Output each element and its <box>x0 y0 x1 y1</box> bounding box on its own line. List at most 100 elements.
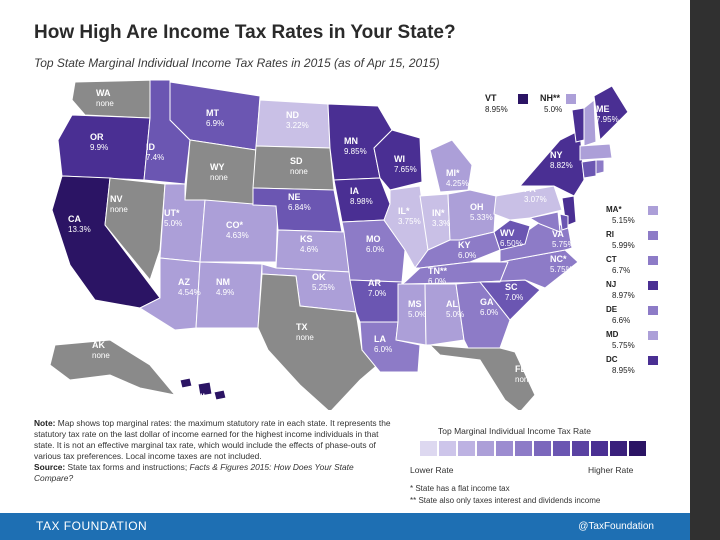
scale-swatch <box>458 441 475 456</box>
side-state-row: RI 5.99% <box>604 230 664 255</box>
side-state-value: 5.99% <box>612 241 635 250</box>
state-label-value: 5.0% <box>164 219 182 228</box>
state-HI <box>179 377 193 389</box>
side-state-abbr: NJ <box>606 280 617 289</box>
state-label-value: 6.9% <box>206 119 224 128</box>
page-title: How High Are Income Tax Rates in Your St… <box>34 22 456 43</box>
state-label-abbr: KY <box>458 240 471 250</box>
scale-swatch <box>610 441 627 456</box>
state-MS <box>395 283 427 346</box>
key-vt-value: 8.95% <box>485 105 508 114</box>
state-label-value: none <box>110 205 128 214</box>
small-states-list: MA* 5.15% RI 5.99% CT 6.7% NJ 8.97% DE 6… <box>604 205 664 380</box>
side-state-abbr: MA* <box>606 205 622 214</box>
state-MI <box>429 139 473 193</box>
state-label-abbr: TX <box>296 322 308 332</box>
scale-swatch <box>629 441 646 456</box>
state-label-abbr: WY <box>210 162 225 172</box>
state-HI-2 <box>197 381 213 397</box>
state-label-abbr: FL <box>515 364 526 374</box>
side-state-abbr: CT <box>606 255 617 264</box>
legend-higher-label: Higher Rate <box>588 465 634 475</box>
state-label-abbr: MT <box>206 108 219 118</box>
state-NV <box>104 177 166 282</box>
state-WA <box>71 79 159 119</box>
state-label-value: 6.0% <box>374 345 392 354</box>
state-label-abbr: LA <box>374 334 386 344</box>
key-nh-value: 5.0% <box>544 105 562 114</box>
state-label-value: 3.3% <box>432 219 450 228</box>
state-label-abbr: WV <box>500 228 515 238</box>
side-state-abbr: MD <box>606 330 619 339</box>
state-label-abbr: IN* <box>432 208 445 218</box>
key-nh-swatch <box>566 94 576 104</box>
state-label-value: 4.9% <box>216 288 234 297</box>
state-WI <box>373 129 423 191</box>
state-FL <box>428 344 536 410</box>
state-label-value: 4.54% <box>178 288 201 297</box>
state-label-abbr: IA <box>350 186 360 196</box>
state-HI-3 <box>213 389 227 401</box>
state-AK <box>49 339 177 396</box>
state-label-value: 7.95% <box>596 115 619 124</box>
state-label-abbr: OK <box>312 272 326 282</box>
note-label: Note: <box>34 418 56 428</box>
scale-swatch <box>496 441 513 456</box>
state-label-abbr: ND <box>286 110 299 120</box>
footer-brand: TAX FOUNDATION <box>36 519 148 533</box>
state-label-abbr: MN <box>344 136 358 146</box>
side-state-swatch <box>648 206 658 215</box>
key-vt-swatch <box>518 94 528 104</box>
footer-bar: TAX FOUNDATION @TaxFoundation <box>0 513 690 540</box>
state-label-value: 8.82% <box>550 161 573 170</box>
state-label-value: 9.9% <box>90 143 108 152</box>
state-MD <box>528 211 561 233</box>
side-state-abbr: RI <box>606 230 614 239</box>
state-label-value: 7.0% <box>505 293 523 302</box>
state-MA <box>579 143 613 161</box>
state-label-value: 3.75% <box>398 217 421 226</box>
state-NH <box>583 98 597 147</box>
state-label-value: 13.3% <box>68 225 91 234</box>
state-label-abbr: PA* <box>524 184 540 194</box>
source-italic: Facts & Figures 2015: How Does Your Stat… <box>34 462 354 483</box>
state-label-abbr: NE <box>288 192 301 202</box>
scale-swatch <box>553 441 570 456</box>
state-label-abbr: MO <box>366 234 381 244</box>
side-state-value: 8.95% <box>612 366 635 375</box>
state-label-value: 5.25% <box>312 283 335 292</box>
footer-handle[interactable]: @TaxFoundation <box>578 521 654 532</box>
source-text: State tax forms and instructions; <box>67 462 188 472</box>
scale-swatch <box>572 441 589 456</box>
side-state-row: DE 6.6% <box>604 305 664 330</box>
state-label-abbr: NY <box>550 150 563 160</box>
state-label-abbr: TN** <box>428 266 447 276</box>
state-label-value: none <box>515 375 533 384</box>
state-label-abbr: HI <box>196 392 205 402</box>
state-label-abbr: CA <box>68 214 81 224</box>
state-label-value: 6.0% <box>480 308 498 317</box>
state-CT <box>581 159 597 179</box>
scale-swatch <box>534 441 551 456</box>
side-state-abbr: DC <box>606 355 618 364</box>
state-label-abbr: NM <box>216 277 230 287</box>
state-label-abbr: WI <box>394 154 405 164</box>
state-label-abbr: VA <box>552 229 564 239</box>
state-label-abbr: ME <box>596 104 610 114</box>
side-state-abbr: DE <box>606 305 618 314</box>
state-label-value: 6.50% <box>500 239 523 248</box>
side-state-row: CT 6.7% <box>604 255 664 280</box>
state-label-abbr: ID <box>146 142 156 152</box>
state-label-value: 7.0% <box>368 289 386 298</box>
side-state-swatch <box>648 281 658 290</box>
state-label-abbr: KS <box>300 234 313 244</box>
side-state-value: 6.7% <box>612 266 631 275</box>
legend-lower-label: Lower Rate <box>410 465 454 475</box>
side-state-swatch <box>648 231 658 240</box>
state-label-value: none <box>92 351 110 360</box>
side-state-swatch <box>648 256 658 265</box>
state-label-value: 4.25% <box>446 179 469 188</box>
state-label-abbr: GA <box>480 297 494 307</box>
state-label-value: 4.6% <box>300 245 318 254</box>
state-label-abbr: AK <box>92 340 105 350</box>
